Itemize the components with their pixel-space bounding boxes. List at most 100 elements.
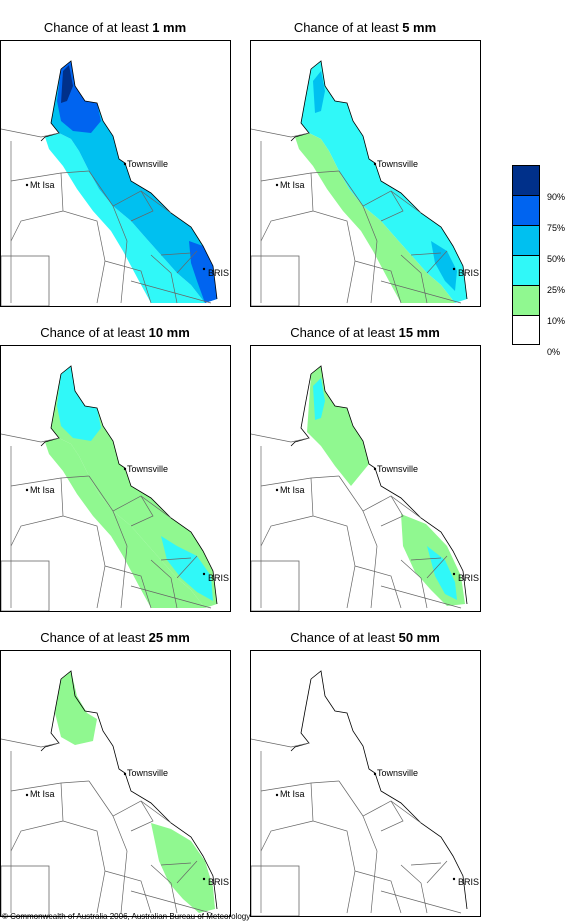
rain-probability-area — [55, 671, 97, 745]
district-boundary — [390, 495, 422, 519]
district-boundary — [251, 738, 310, 748]
panel-title-3: Chance of at least 10 mm — [40, 325, 190, 340]
district-boundary — [176, 860, 198, 884]
copyright-footer: © Commonwealth of Australia 2006, Austra… — [2, 912, 251, 921]
rain-probability-area — [427, 546, 457, 600]
gulf-coastline — [40, 68, 62, 142]
map-panel-5mm — [250, 40, 481, 307]
city-label-townsville: Townsville — [127, 768, 169, 778]
city-dot — [123, 162, 127, 166]
district-boundary — [10, 820, 64, 852]
coastline — [60, 365, 218, 605]
legend-label-25: 25% — [547, 285, 566, 295]
rain-probability-area — [313, 378, 325, 420]
district-boundary — [390, 190, 422, 214]
city-dot — [123, 772, 127, 776]
city-label-bris: BRIS — [208, 573, 230, 583]
gulf-coastline — [40, 373, 62, 447]
city-label-bris: BRIS — [208, 877, 230, 887]
district-boundary — [10, 210, 64, 242]
gulf-coastline — [290, 68, 312, 142]
city-dot — [373, 162, 377, 166]
gulf-coastline — [290, 373, 312, 447]
city-label-bris: BRIS — [458, 268, 480, 278]
city-dot — [202, 877, 206, 881]
rain-probability-area — [61, 65, 73, 103]
district-boundary — [130, 890, 212, 914]
city-label-bris: BRIS — [458, 877, 480, 887]
rain-probability-area — [151, 823, 215, 913]
district-boundary — [410, 557, 442, 561]
district-boundary — [112, 815, 128, 914]
district-boundary — [140, 190, 172, 214]
rain-probability-area — [45, 438, 205, 608]
district-boundary — [362, 510, 378, 609]
district-boundary — [310, 782, 356, 914]
rain-probability-area — [295, 133, 455, 303]
city-label-townsville: Townsville — [127, 159, 169, 169]
city-label-mt-isa: Mt Isa — [280, 180, 305, 190]
district-boundary — [112, 510, 128, 609]
rain-probability-area — [45, 133, 205, 303]
panel-title-6: Chance of at least 50 mm — [290, 630, 440, 645]
district-boundary — [338, 475, 404, 527]
inset-box — [1, 865, 50, 916]
rain-probability-area — [313, 71, 325, 113]
city-label-mt-isa: Mt Isa — [30, 789, 55, 799]
city-dot — [25, 183, 29, 187]
district-boundary — [1, 433, 60, 443]
city-dot — [123, 467, 127, 471]
city-dot — [275, 793, 279, 797]
district-boundary — [104, 260, 152, 304]
district-boundary — [380, 890, 462, 914]
district-boundary — [380, 280, 462, 304]
legend-swatch-25 — [512, 255, 540, 285]
district-boundary — [140, 495, 172, 519]
city-dot — [275, 488, 279, 492]
city-dot — [452, 267, 456, 271]
map-panel-1mm — [0, 40, 231, 307]
city-label-mt-isa: Mt Isa — [30, 485, 55, 495]
city-dot — [25, 793, 29, 797]
district-boundary — [354, 870, 402, 914]
district-boundary — [160, 252, 192, 256]
district-boundary — [176, 250, 198, 274]
city-label-mt-isa: Mt Isa — [280, 485, 305, 495]
city-label-townsville: Townsville — [127, 464, 169, 474]
legend-label-75: 75% — [547, 223, 566, 233]
district-boundary — [104, 565, 152, 609]
coastline — [310, 670, 468, 910]
city-label-bris: BRIS — [458, 573, 480, 583]
city-dot — [373, 467, 377, 471]
city-dot — [202, 572, 206, 576]
map-panel-25mm — [0, 650, 231, 917]
district-boundary — [130, 585, 212, 609]
inset-box — [251, 560, 300, 611]
gulf-coastline — [40, 678, 62, 752]
district-boundary — [338, 780, 404, 832]
coastline — [310, 365, 468, 605]
district-boundary — [112, 205, 128, 304]
district-boundary — [310, 477, 356, 609]
panel-title-2: Chance of at least 5 mm — [293, 20, 437, 35]
district-boundary — [426, 555, 448, 579]
inset-box — [1, 560, 50, 611]
district-boundary — [426, 860, 448, 884]
city-dot — [25, 488, 29, 492]
panel-title-4: Chance of at least 15 mm — [290, 325, 440, 340]
city-dot — [452, 877, 456, 881]
district-boundary — [426, 250, 448, 274]
legend-swatch-50 — [512, 225, 540, 255]
district-boundary — [130, 280, 212, 304]
city-label-mt-isa: Mt Isa — [30, 180, 55, 190]
district-boundary — [60, 477, 106, 609]
city-label-bris: BRIS — [208, 268, 230, 278]
district-boundary — [104, 870, 152, 914]
map-panel-50mm — [250, 650, 481, 917]
panel-title-1: Chance of at least 1 mm — [43, 20, 187, 35]
gulf-coastline — [290, 678, 312, 752]
city-dot — [202, 267, 206, 271]
city-label-mt-isa: Mt Isa — [280, 789, 305, 799]
coastline — [310, 60, 468, 300]
coastline — [60, 670, 218, 910]
